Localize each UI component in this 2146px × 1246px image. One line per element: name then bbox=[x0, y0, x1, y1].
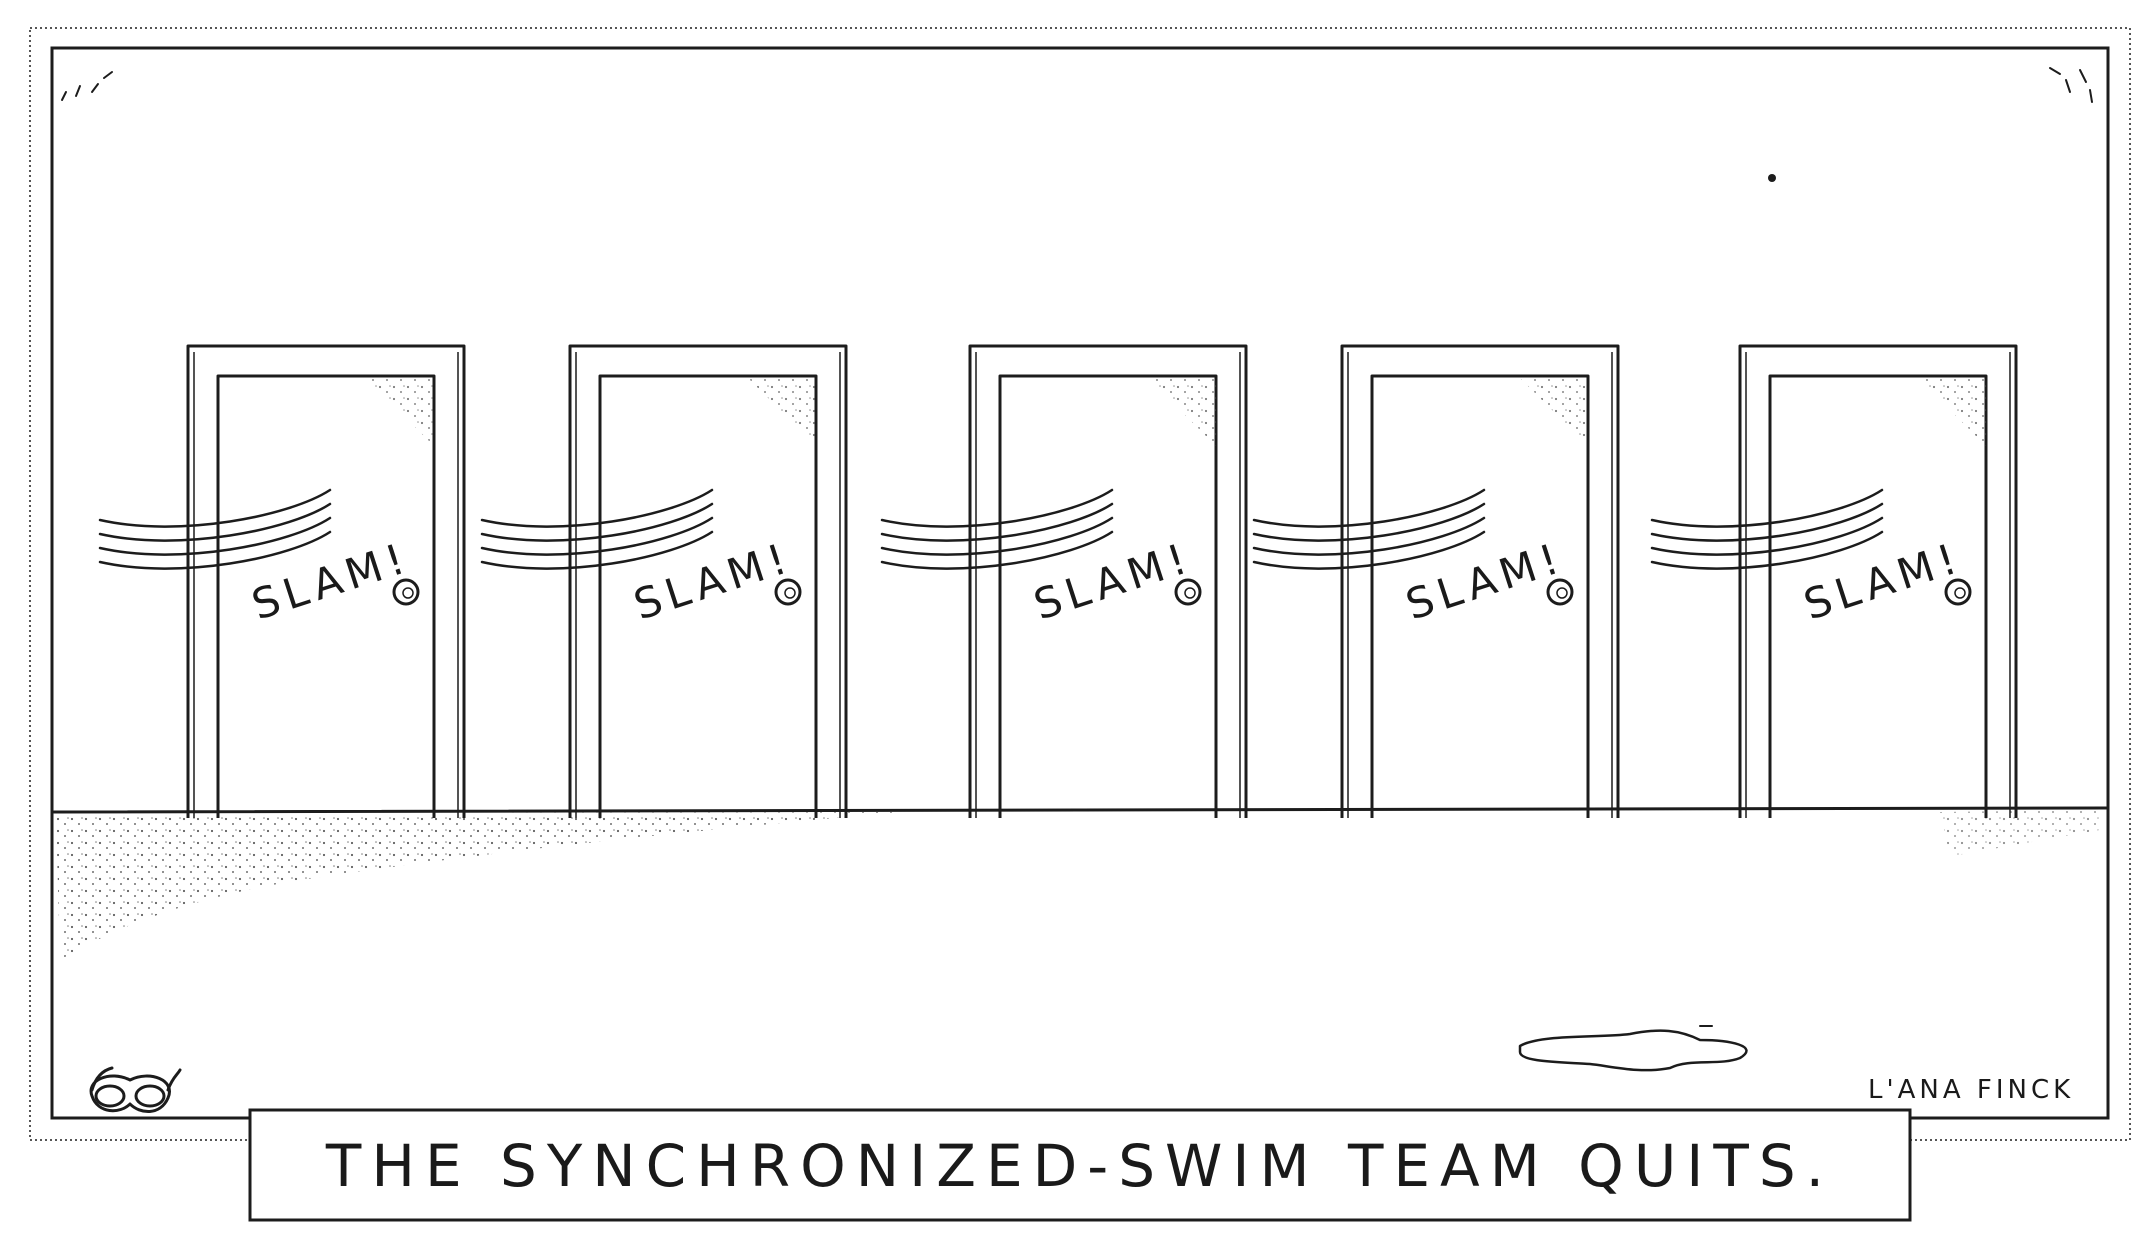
door-opening bbox=[216, 374, 436, 818]
motion-line bbox=[880, 488, 1114, 528]
motion-line bbox=[1252, 530, 1486, 570]
corner-flecks bbox=[61, 67, 2093, 103]
motion-line bbox=[880, 516, 1114, 556]
door-shading bbox=[1146, 376, 1216, 446]
door-opening bbox=[1370, 374, 1590, 818]
floor-shadow-right bbox=[1940, 810, 2100, 856]
floor-line bbox=[52, 806, 2108, 814]
door-frame bbox=[568, 344, 848, 818]
floor-shadow bbox=[56, 812, 900, 960]
doorknob-detail bbox=[402, 587, 414, 599]
motion-line bbox=[98, 530, 332, 570]
door-frame bbox=[968, 344, 1248, 818]
puddle bbox=[1518, 1029, 1748, 1072]
motion-line bbox=[480, 516, 714, 556]
door-shading bbox=[1916, 376, 1986, 446]
door-opening bbox=[1768, 374, 1988, 818]
doorknob-icon bbox=[1944, 578, 1972, 606]
motion-line bbox=[480, 502, 714, 542]
motion-line bbox=[98, 516, 332, 556]
doorknob-icon bbox=[1174, 578, 1202, 606]
motion-line bbox=[1650, 488, 1884, 528]
motion-line bbox=[880, 502, 1114, 542]
door-shading bbox=[746, 376, 816, 446]
door-opening bbox=[998, 374, 1218, 818]
motion-line bbox=[1650, 530, 1884, 570]
door-frame bbox=[1340, 344, 1620, 818]
doorknob-icon bbox=[1546, 578, 1574, 606]
caption-box bbox=[248, 1108, 1912, 1222]
door-opening bbox=[598, 374, 818, 818]
doorknob-detail bbox=[1184, 587, 1196, 599]
motion-line bbox=[98, 502, 332, 542]
doorknob-detail bbox=[1954, 587, 1966, 599]
motion-line bbox=[1252, 502, 1486, 542]
motion-line bbox=[880, 530, 1114, 570]
door-shading bbox=[1518, 376, 1588, 446]
motion-line bbox=[480, 530, 714, 570]
door-frame bbox=[186, 344, 466, 818]
door-frame bbox=[1738, 344, 2018, 818]
wall-speck bbox=[1768, 174, 1776, 182]
swim-goggles-icon bbox=[89, 1066, 182, 1113]
door-shading bbox=[364, 376, 434, 446]
artist-signature: L'ANA FINCK bbox=[1868, 1075, 2074, 1105]
doorknob-icon bbox=[392, 578, 420, 606]
motion-line bbox=[1650, 516, 1884, 556]
motion-line bbox=[1252, 488, 1486, 528]
doorknob-icon bbox=[774, 578, 802, 606]
door: SLAM! bbox=[98, 344, 466, 818]
caption: THE SYNCHRONIZED-SWIM TEAM QUITS. bbox=[325, 1132, 1834, 1200]
motion-line bbox=[1650, 502, 1884, 542]
motion-line bbox=[98, 488, 332, 528]
motion-line bbox=[1252, 516, 1486, 556]
doorknob-detail bbox=[784, 587, 796, 599]
doorknob-detail bbox=[1556, 587, 1568, 599]
motion-line bbox=[480, 488, 714, 528]
